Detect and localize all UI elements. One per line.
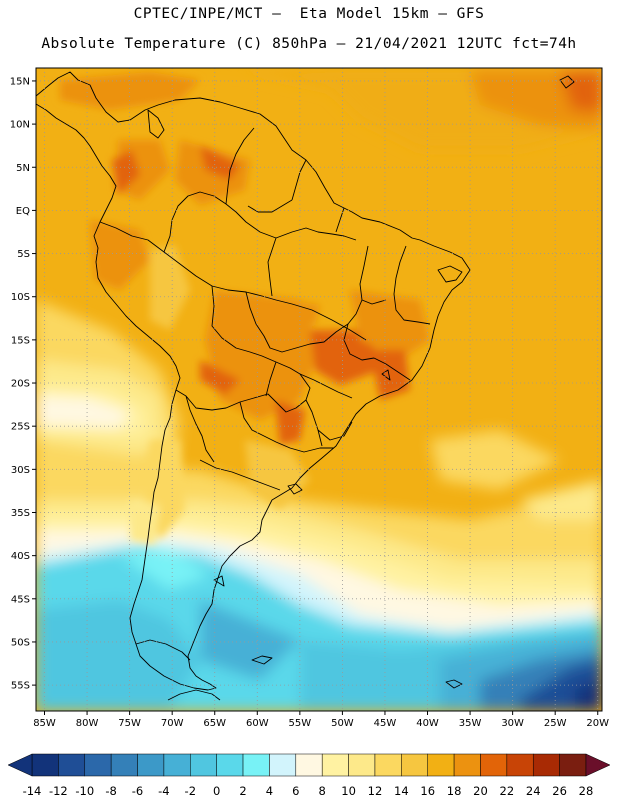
- chart-title-variable: Absolute Temperature (C) 850hPa – 21/04/…: [41, 36, 577, 52]
- lat-tick-label: 20S: [11, 379, 30, 390]
- colorbar-segment: [480, 753, 508, 777]
- lat-tick-label: 15N: [10, 76, 30, 87]
- colorbar-max-arrow: [585, 753, 611, 777]
- colorbar-tick-label: 14: [394, 784, 409, 798]
- colorbar-legend: -14 -12 -10 -8 -6 -4 -2 0 2 4 6 8 10 12 14 16 18 20 22 24 26…: [7, 753, 611, 798]
- lon-tick-label: 55W: [289, 718, 312, 729]
- colorbar-tick-label: 20: [473, 784, 488, 798]
- lon-tick-label: 25W: [544, 718, 567, 729]
- lat-tick-label: 30S: [11, 465, 30, 476]
- colorbar-segment: [216, 753, 244, 777]
- colorbar-tick-label: 4: [266, 784, 273, 798]
- lon-tick-label: 80W: [76, 718, 99, 729]
- lat-tick-label: 10N: [10, 120, 30, 131]
- chart-title-model: CPTEC/INPE/MCT – Eta Model 15km – GFS: [133, 6, 485, 22]
- colorbar-segment: [110, 753, 138, 777]
- colorbar-tick-label: 26: [552, 784, 567, 798]
- lon-tick-label: 35W: [459, 718, 482, 729]
- colorbar-tick-label: -4: [158, 784, 169, 798]
- lat-tick-label: 50S: [11, 637, 30, 648]
- lat-tick-label: 10S: [11, 292, 30, 303]
- colorbar-tick-label: 2: [239, 784, 246, 798]
- colorbar-segment: [453, 753, 481, 777]
- temperature-map: 15N 10N 5N EQ 5S 10S 15S 20S 25S 30S 35S 40S 45S 50S 5…: [10, 67, 609, 729]
- lat-tick-label: 25S: [11, 422, 30, 433]
- colorbar-tick-label: 28: [579, 784, 594, 798]
- colorbar-segment: [401, 753, 428, 777]
- colorbar-segment: [295, 753, 323, 777]
- lon-tick-label: 45W: [374, 718, 397, 729]
- lat-tick-label: EQ: [16, 206, 30, 217]
- lat-tick-label: 55S: [11, 681, 30, 692]
- colorbar-tick-label: 12: [368, 784, 383, 798]
- colorbar-tick-label: 22: [500, 784, 515, 798]
- colorbar-tick-label: 0: [213, 784, 220, 798]
- lon-tick-label: 20W: [586, 718, 609, 729]
- lon-tick-label: 85W: [33, 718, 56, 729]
- colorbar-segment: [242, 753, 270, 777]
- colorbar-tick-label: 6: [292, 784, 299, 798]
- colorbar-tick-label: -10: [75, 784, 94, 798]
- colorbar-tick-label: -12: [49, 784, 68, 798]
- colorbar-tick-label: 10: [341, 784, 356, 798]
- colorbar-min-arrow: [7, 753, 33, 777]
- lat-tick-label: 40S: [11, 551, 30, 562]
- coastline-outline: [36, 71, 575, 701]
- colorbar-tick-label: 16: [420, 784, 435, 798]
- colorbar-segment: [163, 753, 191, 777]
- lat-tick-label: 5S: [17, 249, 30, 260]
- lat-tick-label: 35S: [11, 508, 30, 519]
- lon-tick-label: 65W: [203, 718, 226, 729]
- colorbar-segment: [506, 753, 534, 777]
- lon-tick-label: 30W: [501, 718, 524, 729]
- temperature-field: [36, 68, 602, 711]
- colorbar-tick-label: -14: [23, 784, 42, 798]
- colorbar-segment: [58, 753, 86, 777]
- colorbar-tick-label: 18: [447, 784, 462, 798]
- colorbar-tick-label: 8: [319, 784, 326, 798]
- colorbar-tick-label: -6: [132, 784, 143, 798]
- latitude-axis: 15N 10N 5N EQ 5S 10S 15S 20S 25S 30S 35S 40S 45S 50S 5…: [10, 76, 36, 692]
- lon-tick-label: 75W: [118, 718, 141, 729]
- colorbar-segment: [137, 753, 165, 777]
- lon-tick-label: 60W: [246, 718, 269, 729]
- colorbar-segment: [374, 753, 402, 777]
- colorbar-tick-label: -8: [105, 784, 116, 798]
- longitude-axis: 85W 80W 75W 70W 65W 60W 55W 50W 45W 40W 35W 30W 25W 2…: [33, 711, 609, 729]
- colorbar-segment: [269, 753, 297, 777]
- lat-tick-label: 5N: [16, 163, 30, 174]
- colorbar-segment: [427, 753, 455, 777]
- colorbar-tick-label: -2: [185, 784, 196, 798]
- lat-tick-label: 45S: [11, 594, 30, 605]
- colorbar-segment: [321, 753, 349, 777]
- map-frame: [35, 67, 603, 712]
- lon-tick-label: 40W: [416, 718, 439, 729]
- lon-tick-label: 50W: [331, 718, 354, 729]
- colorbar-segment: [190, 753, 217, 777]
- colorbar-tick-label: 24: [526, 784, 541, 798]
- colorbar-segment: [559, 753, 587, 777]
- colorbar-segment: [31, 753, 59, 777]
- colorbar-segment: [348, 753, 376, 777]
- lon-tick-label: 70W: [161, 718, 184, 729]
- colorbar-segment: [84, 753, 112, 777]
- colorbar-segment: [532, 753, 560, 777]
- lat-tick-label: 15S: [11, 335, 30, 346]
